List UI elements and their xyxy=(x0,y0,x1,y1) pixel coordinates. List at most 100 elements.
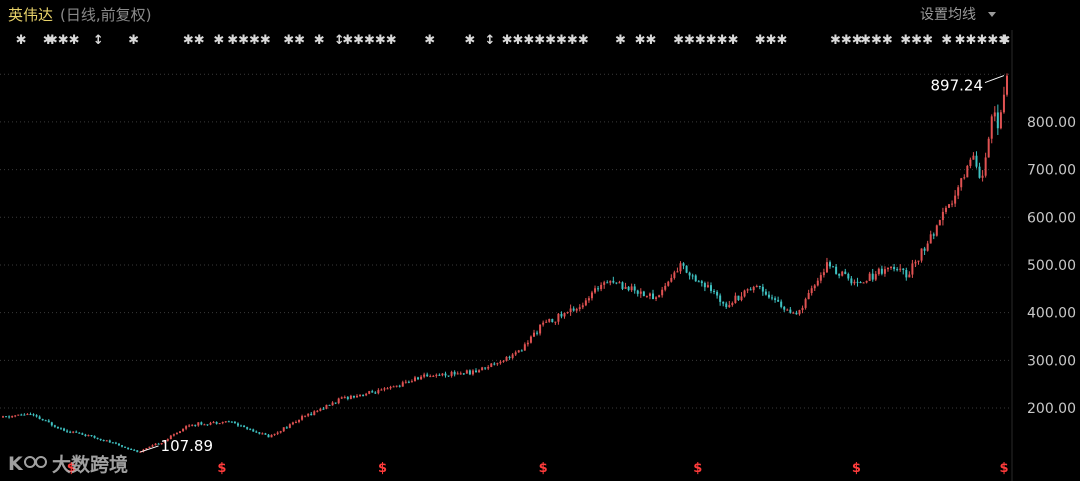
candle-up xyxy=(865,280,868,283)
candle-down xyxy=(102,440,105,442)
candle-up xyxy=(178,431,181,433)
candle-up xyxy=(706,285,709,288)
candle-down xyxy=(850,278,853,284)
candle-down xyxy=(29,414,32,416)
settings-label[interactable]: 设置均线 xyxy=(920,7,976,23)
candle-up xyxy=(667,281,670,286)
candle-up xyxy=(380,389,383,391)
candle-up xyxy=(191,424,194,426)
candle-down xyxy=(560,313,563,317)
candle-down xyxy=(233,421,236,424)
event-marker: ↕ xyxy=(93,33,104,48)
high-callout-line xyxy=(984,75,1005,84)
candle-up xyxy=(603,282,606,285)
watermark-logo-letter: K xyxy=(8,453,24,475)
y-tick-label: 500.00 xyxy=(1027,258,1076,274)
candle-up xyxy=(569,308,572,313)
candle-up xyxy=(148,446,151,449)
candle-up xyxy=(804,299,807,308)
candle-down xyxy=(130,449,133,451)
candle-up xyxy=(1006,75,1008,95)
candle-down xyxy=(249,428,252,430)
candle-down xyxy=(652,293,655,300)
brand-logo-icon: K xyxy=(8,453,47,475)
dividend-marker: $ xyxy=(67,461,76,476)
candle-up xyxy=(511,354,514,358)
candle-up xyxy=(630,286,633,291)
event-marker: ✱✱✱✱✱ xyxy=(955,33,1009,48)
candle-down xyxy=(194,424,197,426)
candle-up xyxy=(740,296,743,301)
candle-up xyxy=(935,225,938,236)
candle-up xyxy=(993,112,996,117)
candle-down xyxy=(691,275,694,277)
candle-down xyxy=(453,371,456,375)
y-tick-label: 600.00 xyxy=(1027,210,1076,226)
candle-up xyxy=(948,204,951,208)
candle-down xyxy=(23,414,26,416)
candle-down xyxy=(267,434,270,438)
candle-up xyxy=(554,321,557,323)
candle-up xyxy=(801,307,804,311)
candle-up xyxy=(734,295,737,304)
candle-down xyxy=(697,281,700,283)
candle-up xyxy=(188,425,191,427)
candle-up xyxy=(529,336,532,343)
candle-up xyxy=(938,220,941,226)
candle-up xyxy=(926,243,929,251)
candle-up xyxy=(203,424,206,426)
candle-up xyxy=(609,280,612,283)
caret-down-icon[interactable] xyxy=(988,12,996,17)
settings-button[interactable]: 设置均线 xyxy=(920,7,996,23)
candle-up xyxy=(496,363,499,365)
candle-up xyxy=(435,374,438,376)
candle-down xyxy=(8,416,11,418)
candle-up xyxy=(987,138,990,158)
y-axis: 200.00 300.00 400.00 500.00 600.00 700.00 800.… xyxy=(1027,115,1076,417)
candle-up xyxy=(377,390,380,394)
candle-up xyxy=(294,421,297,423)
candle-down xyxy=(81,433,84,435)
candle-up xyxy=(566,312,569,314)
candle-down xyxy=(38,416,41,419)
candle-down xyxy=(880,268,883,274)
candle-up xyxy=(548,319,551,322)
candle-down xyxy=(114,442,117,444)
candle-up xyxy=(984,157,987,176)
candle-down xyxy=(520,350,523,352)
dividend-marker: $ xyxy=(539,461,548,476)
candle-up xyxy=(819,275,822,281)
candle-up xyxy=(365,393,368,396)
candle-down xyxy=(66,430,69,432)
dividend-marker-layer: $ $ $ $ $ $ $ xyxy=(67,461,1009,476)
candle-up xyxy=(578,307,581,309)
event-marker: ✱✱✱ xyxy=(900,33,933,48)
candle-up xyxy=(478,370,481,373)
chart-subtitle: (日线,前复权) xyxy=(60,6,151,24)
event-marker: ✱✱✱✱ xyxy=(227,33,271,48)
candle-down xyxy=(713,290,716,292)
candle-up xyxy=(282,427,285,432)
candle-down xyxy=(777,299,780,302)
candle-up xyxy=(679,263,682,272)
candle-up xyxy=(944,207,947,212)
candle-down xyxy=(896,269,899,271)
candle-up xyxy=(532,332,535,337)
candle-down xyxy=(700,281,703,284)
dividend-marker: $ xyxy=(217,461,226,476)
candle-down xyxy=(252,429,255,432)
candle-down xyxy=(621,282,624,289)
candle-down xyxy=(374,392,377,394)
candle-down xyxy=(636,290,639,294)
candle-down xyxy=(5,416,8,418)
candle-down xyxy=(780,301,783,307)
candle-down xyxy=(334,402,337,404)
candle-down xyxy=(682,263,685,266)
candle-up xyxy=(270,434,273,438)
candle-up xyxy=(87,435,90,437)
candle-up xyxy=(2,416,4,418)
candle-down xyxy=(285,427,288,429)
candle-down xyxy=(56,426,59,429)
candle-up xyxy=(288,424,291,428)
